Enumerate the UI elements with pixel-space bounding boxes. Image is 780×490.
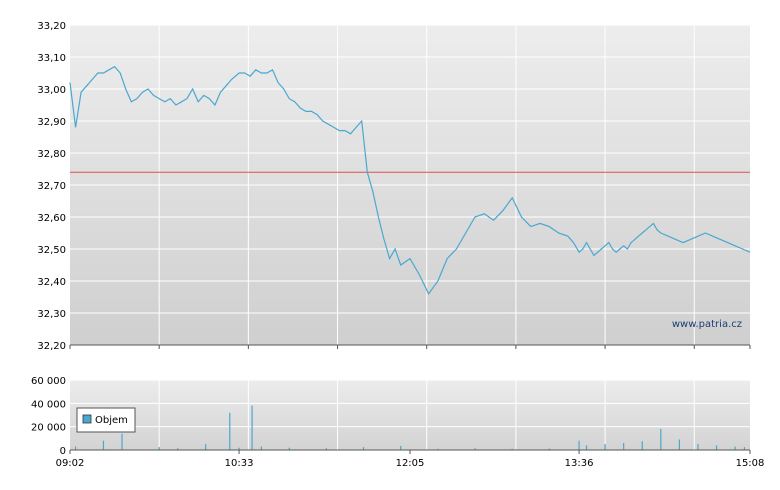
volume-bar — [238, 447, 240, 450]
volume-legend: Objem — [76, 407, 136, 433]
volume-bar — [362, 447, 365, 450]
volume-bar — [229, 412, 231, 450]
price-y-tick-label: 32,80 — [37, 149, 66, 160]
volume-bar — [325, 448, 327, 450]
price-x-ticks — [69, 345, 751, 349]
price-panel: 33,20 33,10 33,00 32,90 32,80 32,70 32,60 32,50… — [37, 21, 751, 352]
legend-swatch — [82, 414, 92, 424]
volume-y-tick-label: 20 000 — [31, 423, 66, 434]
x-tick-label: 13:36 — [565, 458, 594, 469]
volume-y-tick-label: 60 000 — [31, 376, 66, 387]
volume-bar — [578, 440, 580, 450]
volume-bar — [641, 441, 643, 450]
volume-bar — [548, 448, 550, 450]
price-y-tick-label: 32,20 — [37, 341, 66, 352]
price-series-line — [69, 65, 751, 295]
x-tick-label: 15:08 — [736, 458, 765, 469]
volume-bar — [474, 448, 476, 450]
volume-bar — [437, 448, 439, 450]
volume-bar — [585, 445, 588, 450]
price-y-tick-label: 33,20 — [37, 21, 66, 32]
volume-bar — [260, 446, 262, 450]
volume-bar — [678, 439, 680, 450]
price-y-tick-label: 32,60 — [37, 213, 66, 224]
volume-bar — [121, 433, 123, 450]
volume-bar — [697, 444, 699, 450]
volume-y-tick-label: 0 — [60, 446, 66, 457]
price-y-tick-label: 32,90 — [37, 117, 66, 128]
volume-bar — [400, 445, 402, 450]
volume-bar — [734, 446, 736, 450]
volume-bar — [74, 446, 77, 450]
price-y-tick-label: 33,10 — [37, 53, 66, 64]
volume-bar — [604, 444, 606, 450]
volume-bar — [102, 440, 105, 450]
volume-bar — [251, 405, 253, 450]
volume-y-tick-label: 40 000 — [31, 399, 66, 410]
legend-label: Objem — [95, 415, 128, 426]
x-tick-label: 12:05 — [396, 458, 425, 469]
volume-bar — [511, 448, 513, 450]
volume-bar — [743, 447, 746, 450]
volume-bar — [205, 444, 207, 450]
price-y-tick-label: 32,70 — [37, 181, 66, 192]
x-tick-label: 10:33 — [225, 458, 254, 469]
price-y-tick-label: 32,30 — [37, 309, 66, 320]
volume-y-axis: 60 000 40 000 20 000 0 — [31, 376, 66, 457]
watermark: www.patria.cz — [672, 319, 742, 330]
price-series — [69, 65, 751, 295]
volume-bar — [660, 429, 662, 450]
volume-bar — [158, 447, 160, 450]
volume-bar — [288, 447, 290, 450]
price-y-tick-label: 32,50 — [37, 245, 66, 256]
volume-plot-background — [70, 380, 750, 450]
volume-x-axis-labels: 09:02 10:33 12:05 13:36 15:08 — [56, 450, 765, 469]
volume-bar — [715, 445, 718, 450]
price-y-axis: 33,20 33,10 33,00 32,90 32,80 32,70 32,60 32,50… — [37, 21, 66, 352]
volume-panel: 60 000 40 000 20 000 0 09:02 10:33 12:05 13:36… — [31, 376, 764, 469]
volume-bars — [74, 405, 746, 450]
price-y-tick-label: 33,00 — [37, 85, 66, 96]
price-y-tick-label: 32,40 — [37, 277, 66, 288]
x-tick-label: 09:02 — [56, 458, 85, 469]
volume-bar — [177, 448, 179, 450]
volume-bar — [623, 443, 625, 450]
